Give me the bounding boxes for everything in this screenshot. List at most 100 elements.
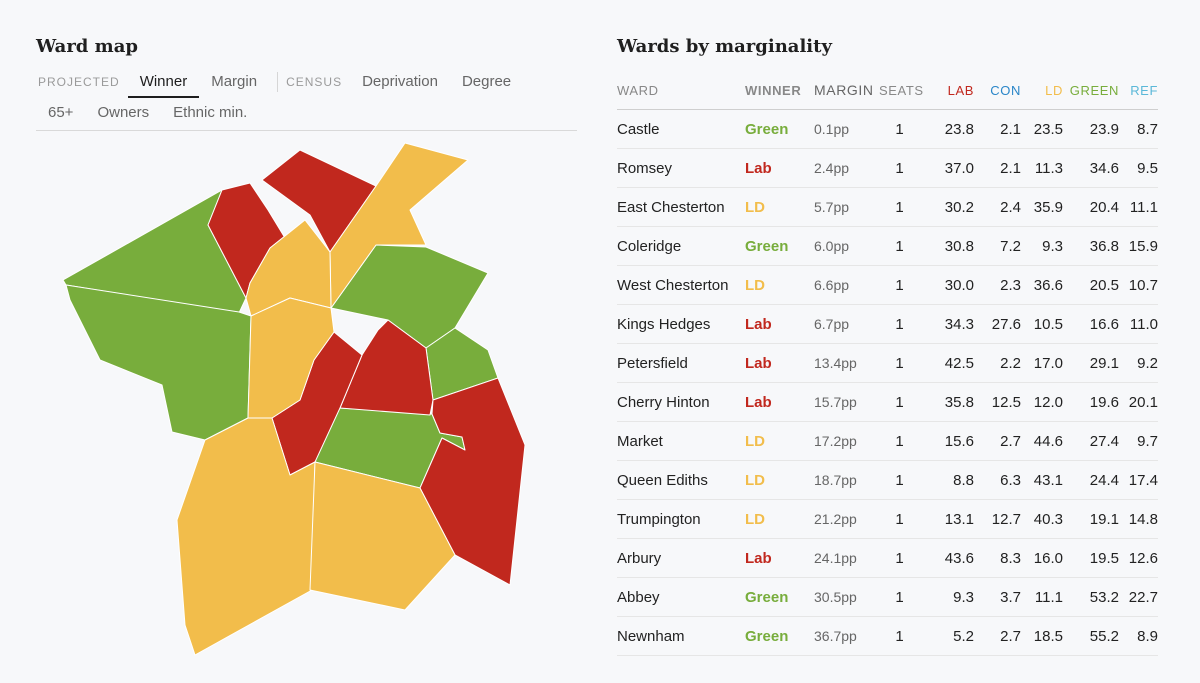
cell-ref: 12.6 bbox=[1119, 538, 1158, 578]
tab-deprivation[interactable]: Deprivation bbox=[362, 73, 438, 90]
table-row[interactable]: Coleridge Green 6.0pp 1 30.8 7.2 9.3 36.8 15.9 bbox=[617, 226, 1158, 266]
col-header-winner[interactable]: WINNER bbox=[745, 71, 814, 110]
cell-margin: 21.2pp bbox=[814, 499, 879, 539]
cell-con: 12.7 bbox=[974, 499, 1021, 539]
ward-map bbox=[62, 142, 526, 656]
cell-seats: 1 bbox=[879, 538, 920, 578]
table-row[interactable]: West Chesterton LD 6.6pp 1 30.0 2.3 36.6 20.5 10… bbox=[617, 265, 1158, 305]
col-header-con[interactable]: CON bbox=[974, 71, 1021, 110]
cell-margin: 30.5pp bbox=[814, 577, 879, 617]
cell-ref: 17.4 bbox=[1119, 460, 1158, 500]
table-row[interactable]: Newnham Green 36.7pp 1 5.2 2.7 18.5 55.2 8.9 bbox=[617, 616, 1158, 656]
cell-lab: 42.5 bbox=[920, 343, 974, 383]
cell-seats: 1 bbox=[879, 460, 920, 500]
cell-ld: 36.6 bbox=[1021, 265, 1063, 305]
table-row[interactable]: Romsey Lab 2.4pp 1 37.0 2.1 11.3 34.6 9.5 bbox=[617, 148, 1158, 188]
cell-green: 20.4 bbox=[1063, 187, 1119, 227]
table-row[interactable]: Abbey Green 30.5pp 1 9.3 3.7 11.1 53.2 22.7 bbox=[617, 577, 1158, 617]
cell-margin: 24.1pp bbox=[814, 538, 879, 578]
tab-group-label-projected: PROJECTED bbox=[38, 75, 120, 89]
cell-seats: 1 bbox=[879, 148, 920, 188]
cell-con: 6.3 bbox=[974, 460, 1021, 500]
col-header-seats[interactable]: SEATS bbox=[879, 71, 923, 110]
cell-ref: 14.8 bbox=[1119, 499, 1158, 539]
table-row[interactable]: Cherry Hinton Lab 15.7pp 1 35.8 12.5 12.0 19.6 2… bbox=[617, 382, 1158, 422]
cell-green: 53.2 bbox=[1063, 577, 1119, 617]
cell-green: 24.4 bbox=[1063, 460, 1119, 500]
cell-green: 34.6 bbox=[1063, 148, 1119, 188]
cell-lab: 43.6 bbox=[920, 538, 974, 578]
tab-owners[interactable]: Owners bbox=[97, 104, 150, 121]
cell-ref: 9.2 bbox=[1119, 343, 1158, 383]
table-row[interactable]: Market LD 17.2pp 1 15.6 2.7 44.6 27.4 9.7 bbox=[617, 421, 1158, 461]
cell-ward: Romsey bbox=[617, 148, 745, 188]
cell-ld: 12.0 bbox=[1021, 382, 1063, 422]
cell-green: 36.8 bbox=[1063, 226, 1119, 266]
ward-newnham[interactable] bbox=[65, 284, 252, 441]
tab-ethnic-minority[interactable]: Ethnic min. bbox=[173, 104, 248, 121]
table-row[interactable]: Kings Hedges Lab 6.7pp 1 34.3 27.6 10.5 16.6 11.… bbox=[617, 304, 1158, 344]
ward-cherry-hinton[interactable] bbox=[419, 377, 526, 586]
cell-green: 19.1 bbox=[1063, 499, 1119, 539]
cell-ld: 11.1 bbox=[1021, 577, 1063, 617]
cell-ref: 20.1 bbox=[1119, 382, 1158, 422]
cell-ward: Cherry Hinton bbox=[617, 382, 745, 422]
col-header-ward[interactable]: WARD bbox=[617, 71, 745, 110]
cell-lab: 30.2 bbox=[920, 187, 974, 227]
table-row[interactable]: Castle Green 0.1pp 1 23.8 2.1 23.5 23.9 8.7 bbox=[617, 109, 1158, 149]
cell-lab: 34.3 bbox=[920, 304, 974, 344]
cell-winner: LD bbox=[745, 265, 814, 305]
cell-con: 2.1 bbox=[974, 148, 1021, 188]
cell-winner: Green bbox=[745, 616, 814, 656]
cell-winner: Green bbox=[745, 577, 814, 617]
cell-ld: 23.5 bbox=[1021, 109, 1063, 149]
cell-ward: Abbey bbox=[617, 577, 745, 617]
cell-winner: Lab bbox=[745, 343, 814, 383]
cell-con: 12.5 bbox=[974, 382, 1021, 422]
cell-lab: 30.0 bbox=[920, 265, 974, 305]
cell-winner: LD bbox=[745, 421, 814, 461]
cell-green: 19.5 bbox=[1063, 538, 1119, 578]
tab-group-divider bbox=[277, 72, 279, 92]
table-row[interactable]: East Chesterton LD 5.7pp 1 30.2 2.4 35.9 20.4 11… bbox=[617, 187, 1158, 227]
tab-degree[interactable]: Degree bbox=[461, 73, 512, 90]
col-header-ref[interactable]: REF bbox=[1119, 71, 1158, 110]
table-header-row: WARD WINNER MARGIN SEATS LAB CON LD GREE… bbox=[617, 71, 1158, 110]
cell-winner: LD bbox=[745, 460, 814, 500]
col-header-margin[interactable]: MARGIN bbox=[814, 71, 879, 110]
cell-margin: 2.4pp bbox=[814, 148, 879, 188]
col-header-green[interactable]: GREEN bbox=[1063, 71, 1119, 110]
table-row[interactable]: Arbury Lab 24.1pp 1 43.6 8.3 16.0 19.5 12.6 bbox=[617, 538, 1158, 578]
tab-margin[interactable]: Margin bbox=[211, 73, 258, 90]
table-row[interactable]: Trumpington LD 21.2pp 1 13.1 12.7 40.3 19.1 14.8 bbox=[617, 499, 1158, 539]
cell-green: 29.1 bbox=[1063, 343, 1119, 383]
ward-romsey[interactable] bbox=[339, 319, 434, 416]
cell-con: 27.6 bbox=[974, 304, 1021, 344]
cell-ref: 9.7 bbox=[1119, 421, 1158, 461]
cell-con: 3.7 bbox=[974, 577, 1021, 617]
cell-green: 23.9 bbox=[1063, 109, 1119, 149]
wards-table: WARD WINNER MARGIN SEATS LAB CON LD GREE… bbox=[617, 71, 1158, 656]
table-row[interactable]: Petersfield Lab 13.4pp 1 42.5 2.2 17.0 29.1 9.2 bbox=[617, 343, 1158, 383]
col-header-lab[interactable]: LAB bbox=[920, 71, 974, 110]
table-row[interactable]: Queen Ediths LD 18.7pp 1 8.8 6.3 43.1 24.4 17.4 bbox=[617, 460, 1158, 500]
tab-group-label-census: CENSUS bbox=[286, 75, 343, 89]
col-header-ld[interactable]: LD bbox=[1021, 71, 1063, 110]
cell-ld: 18.5 bbox=[1021, 616, 1063, 656]
cell-lab: 13.1 bbox=[920, 499, 974, 539]
cell-ref: 10.7 bbox=[1119, 265, 1158, 305]
cell-ld: 9.3 bbox=[1021, 226, 1063, 266]
cell-ref: 8.7 bbox=[1119, 109, 1158, 149]
tab-65-plus[interactable]: 65+ bbox=[48, 104, 74, 121]
cell-seats: 1 bbox=[879, 499, 920, 539]
cell-green: 16.6 bbox=[1063, 304, 1119, 344]
cell-con: 2.7 bbox=[974, 616, 1021, 656]
cell-lab: 5.2 bbox=[920, 616, 974, 656]
tab-winner[interactable]: Winner bbox=[127, 66, 200, 98]
cell-seats: 1 bbox=[879, 382, 920, 422]
cell-margin: 6.6pp bbox=[814, 265, 879, 305]
cell-lab: 35.8 bbox=[920, 382, 974, 422]
ward-queen-ediths[interactable] bbox=[309, 461, 456, 611]
ward-east-chesterton[interactable] bbox=[329, 142, 469, 309]
cell-con: 2.1 bbox=[974, 109, 1021, 149]
